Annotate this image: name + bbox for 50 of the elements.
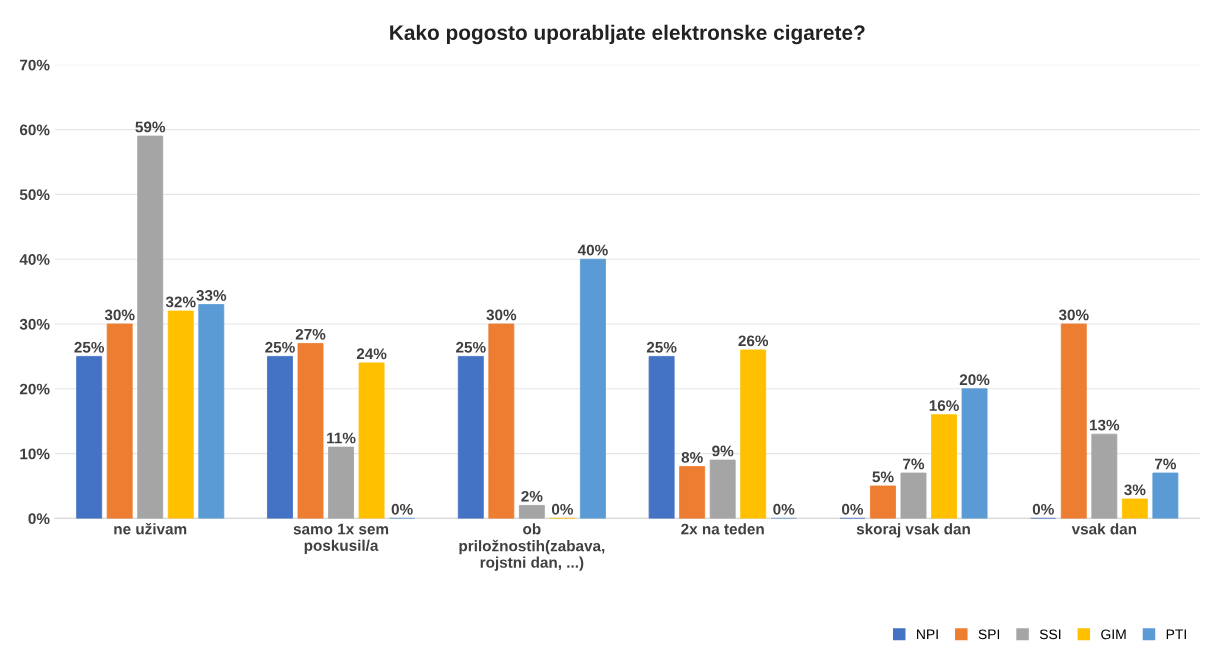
data-label: 0% <box>551 503 574 515</box>
data-label: 27% <box>295 328 326 340</box>
data-label: 20% <box>959 374 990 386</box>
chart-title: Kako pogosto uporabljate elektronske cigarete? <box>390 24 865 45</box>
data-label: 30% <box>486 309 517 321</box>
legend-label: GIM <box>1101 629 1126 640</box>
data-label: 26% <box>738 335 769 347</box>
x-tick-label: samo 1x sem poskusil/a <box>293 523 389 554</box>
data-label: 40% <box>577 244 608 256</box>
data-label: 0% <box>842 503 864 515</box>
x-tick-label: 2x na teden <box>681 523 764 535</box>
y-tick-label: 30% <box>19 318 50 330</box>
legend-label: SSI <box>1039 629 1061 640</box>
y-tick-label: 50% <box>19 189 50 201</box>
y-tick-label: 0% <box>28 513 50 525</box>
data-label: 3% <box>1124 484 1146 496</box>
data-label: 0% <box>773 503 795 515</box>
data-label: 11% <box>327 432 356 444</box>
legend-label: SPI <box>978 629 1000 640</box>
data-label: 25% <box>646 341 677 353</box>
x-tick-label: skoraj vsak dan <box>856 523 970 538</box>
data-label: 33% <box>196 290 227 301</box>
data-label: 25% <box>265 341 295 353</box>
y-tick-label: 60% <box>19 124 50 136</box>
data-label: 25% <box>74 341 105 353</box>
data-label: 7% <box>903 458 925 470</box>
data-label: 2% <box>521 490 543 502</box>
data-label: 8% <box>681 452 703 463</box>
data-label: 0% <box>1032 503 1054 515</box>
y-tick-label: 70% <box>20 59 50 71</box>
data-label: 13% <box>1089 419 1120 431</box>
data-label: 9% <box>712 445 734 457</box>
data-label: 16% <box>929 400 959 412</box>
y-tick-label: 10% <box>20 448 50 460</box>
y-tick-label: 20% <box>19 383 50 395</box>
x-tick-label: ne uživam <box>114 522 187 535</box>
data-label: 32% <box>165 296 196 308</box>
data-label: 30% <box>1058 309 1089 321</box>
data-label: 25% <box>456 341 486 353</box>
data-label: 7% <box>1155 458 1177 470</box>
data-label: 30% <box>104 309 135 321</box>
x-tick-label: ob priložnostih(zabava, rojstni dan, ...) <box>459 523 605 571</box>
legend-label: PTI <box>1166 629 1186 640</box>
data-label: 5% <box>872 471 894 483</box>
data-label: 24% <box>356 348 387 360</box>
x-tick-label: vsak dan <box>1071 523 1137 535</box>
legend-label: NPI <box>917 629 938 640</box>
data-label: 0% <box>391 503 413 515</box>
y-tick-label: 40% <box>19 254 50 265</box>
data-label: 59% <box>135 121 166 133</box>
